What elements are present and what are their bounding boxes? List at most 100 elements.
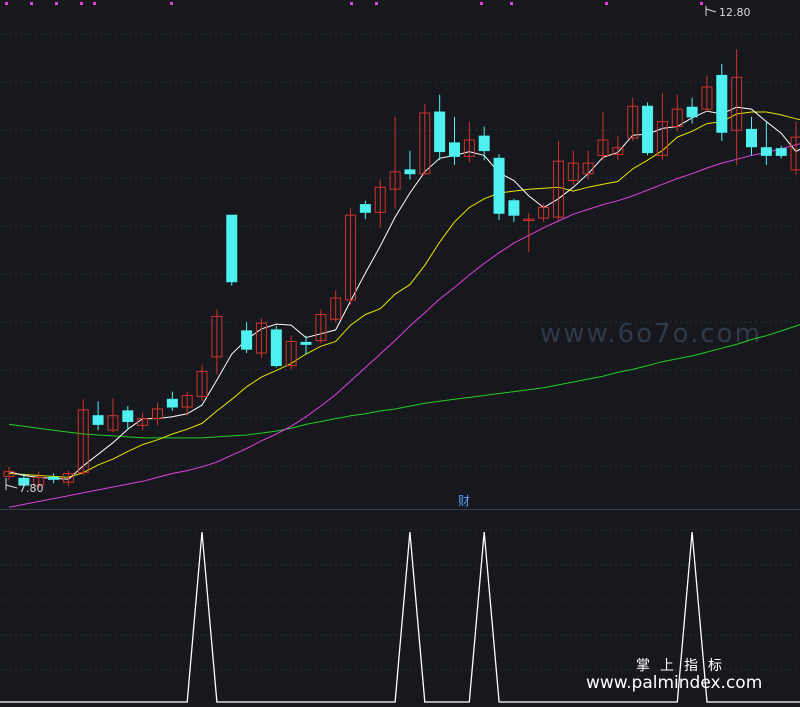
candle-body	[345, 214, 357, 301]
candle-up[interactable]	[33, 471, 45, 488]
top-marker-dot	[55, 2, 58, 5]
candle-body	[656, 121, 668, 156]
candle-up[interactable]	[612, 136, 624, 161]
candle-down[interactable]	[716, 63, 728, 141]
candle-down[interactable]	[642, 102, 654, 156]
top-marker-dot	[375, 2, 378, 5]
candle-body	[731, 76, 743, 131]
candle-down[interactable]	[166, 391, 178, 411]
candle-up[interactable]	[701, 75, 713, 113]
candle-down[interactable]	[359, 200, 371, 220]
candle-down[interactable]	[493, 154, 505, 221]
candle-up[interactable]	[3, 466, 15, 481]
ma60-line	[8, 324, 800, 439]
candle-down[interactable]	[241, 322, 253, 354]
candle-body	[790, 136, 800, 171]
candle-down[interactable]	[122, 406, 134, 431]
candle-body	[3, 471, 15, 477]
candle-body	[671, 108, 683, 128]
candle-body	[612, 147, 624, 155]
candle-up[interactable]	[107, 398, 119, 433]
candle-body	[211, 315, 223, 358]
candle-up[interactable]	[627, 97, 639, 141]
candlesticks[interactable]	[3, 49, 800, 488]
candle-up[interactable]	[790, 121, 800, 175]
candle-body	[419, 112, 431, 175]
candle-up[interactable]	[330, 290, 342, 323]
candle-down[interactable]	[300, 335, 312, 355]
signal-line	[0, 531, 800, 703]
candle-up[interactable]	[345, 208, 357, 305]
candle-down[interactable]	[18, 473, 30, 488]
candle-down[interactable]	[434, 94, 446, 161]
candle-up[interactable]	[597, 112, 609, 161]
candle-up[interactable]	[523, 213, 535, 252]
candle-up[interactable]	[731, 49, 743, 166]
candle-up[interactable]	[152, 403, 163, 426]
candle-up[interactable]	[255, 318, 267, 358]
candle-down[interactable]	[478, 126, 490, 161]
candle-down[interactable]	[686, 97, 698, 124]
candle-up[interactable]	[567, 150, 579, 185]
top-marker-dot	[480, 2, 483, 5]
price-extreme-labels: 12.80 7.80	[5, 6, 751, 495]
candle-up[interactable]	[77, 399, 89, 476]
top-marker-dot	[5, 2, 8, 5]
candle-down[interactable]	[226, 214, 238, 286]
brand-title: 掌上指标	[636, 658, 732, 674]
candle-down[interactable]	[760, 121, 772, 166]
candle-down[interactable]	[92, 401, 104, 431]
candle-body	[449, 142, 460, 157]
candle-up[interactable]	[211, 309, 223, 375]
top-marker-dot	[30, 2, 33, 5]
candle-body	[285, 340, 297, 367]
candle-body	[77, 409, 89, 474]
candle-up[interactable]	[463, 121, 475, 163]
candle-down[interactable]	[48, 473, 60, 484]
candle-body	[122, 410, 134, 422]
candle-up[interactable]	[181, 391, 193, 416]
candle-body	[627, 105, 639, 139]
candle-body	[508, 200, 520, 216]
candle-body	[478, 135, 490, 152]
candle-up[interactable]	[582, 150, 594, 180]
candle-down[interactable]	[270, 326, 282, 368]
candle-body	[152, 408, 163, 420]
candle-down[interactable]	[746, 116, 757, 156]
candle-body	[463, 139, 475, 157]
top-marker-dot	[605, 2, 608, 5]
candle-body	[686, 106, 698, 118]
candle-up[interactable]	[671, 94, 683, 132]
candle-up[interactable]	[656, 92, 668, 161]
candle-body	[300, 341, 312, 345]
candle-body	[642, 105, 654, 154]
candle-up[interactable]	[389, 116, 401, 209]
top-marker-dot	[93, 2, 96, 5]
candle-up[interactable]	[315, 309, 327, 344]
candle-body	[226, 214, 238, 283]
candle-body	[255, 322, 267, 354]
candle-body	[62, 473, 74, 483]
candle-body	[374, 186, 386, 213]
candle-body	[107, 415, 119, 431]
top-marker-dot	[80, 2, 83, 5]
candle-up[interactable]	[374, 179, 386, 228]
max-price-pointer	[705, 8, 717, 13]
candle-up[interactable]	[538, 203, 550, 222]
candle-up[interactable]	[552, 140, 564, 221]
candle-body	[404, 169, 416, 175]
candle-up[interactable]	[419, 104, 431, 175]
candle-body	[166, 398, 178, 408]
candle-up[interactable]	[196, 364, 208, 402]
candle-down[interactable]	[508, 198, 520, 222]
candle-down[interactable]	[775, 145, 787, 159]
candle-up[interactable]	[285, 335, 297, 370]
candle-down[interactable]	[449, 116, 460, 166]
candle-up[interactable]	[62, 470, 74, 487]
candle-body	[760, 147, 772, 156]
candle-body	[775, 148, 787, 156]
candle-body	[493, 157, 505, 214]
candle-up[interactable]	[137, 412, 149, 431]
candle-down[interactable]	[404, 150, 416, 180]
candle-body	[746, 128, 757, 148]
